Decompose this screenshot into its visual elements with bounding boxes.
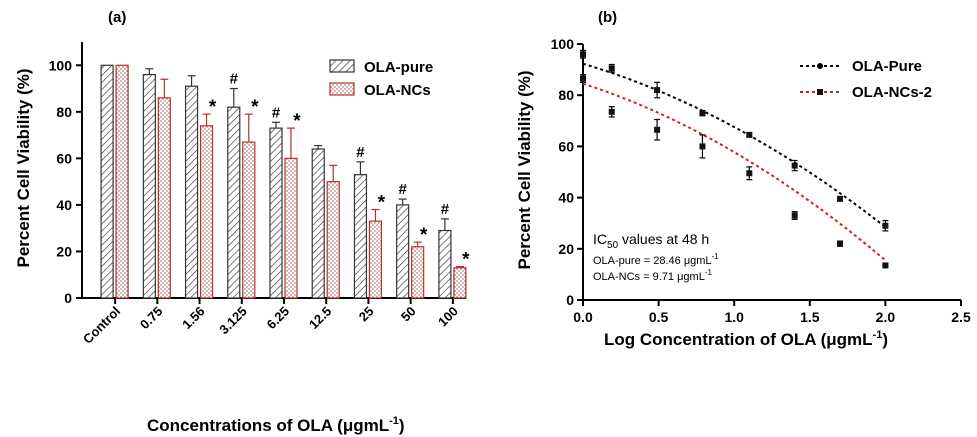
panel-a-label: (a) xyxy=(108,9,126,26)
data-point xyxy=(699,110,706,117)
significance-marker: * xyxy=(209,97,217,118)
significance-marker: # xyxy=(441,201,450,218)
y-tick-label-b: 20 xyxy=(558,241,574,257)
bar xyxy=(438,229,452,299)
significance-marker: # xyxy=(230,71,239,88)
data-point xyxy=(746,131,753,138)
data-point xyxy=(580,51,586,58)
legend-label: OLA-NCs xyxy=(364,82,431,99)
x-tick-label-a: 0.75 xyxy=(137,304,166,333)
data-point xyxy=(837,240,844,247)
data-point xyxy=(746,170,753,177)
ic50-annotation: IC50 values at 48 h OLA-pure = 28.46 μgm… xyxy=(593,231,719,283)
x-tick-label-a: 3.125 xyxy=(216,304,250,338)
data-point xyxy=(882,262,889,269)
panel-a-ylabel: Percent Cell Viability (%) xyxy=(14,68,33,267)
x-tick-label-a: 1.56 xyxy=(179,304,208,333)
data-point xyxy=(654,87,661,94)
bar xyxy=(284,157,298,299)
y-tick-label-b: 40 xyxy=(558,190,574,206)
significance-marker: # xyxy=(272,104,281,121)
data-point xyxy=(837,195,844,202)
y-tick-label-a: 0 xyxy=(64,290,72,306)
significance-marker: * xyxy=(378,193,386,214)
data-point xyxy=(608,65,615,72)
data-point xyxy=(580,75,586,82)
x-tick-label-a: 12.5 xyxy=(306,304,335,333)
bar xyxy=(115,64,129,299)
bar xyxy=(142,73,156,299)
y-tick-label-b: 80 xyxy=(558,87,574,103)
bar xyxy=(199,125,214,299)
legend-marker xyxy=(817,89,823,95)
ic50-ncs-line: OLA-NCs = 9.71 μgmL-1 xyxy=(593,268,712,283)
y-tick-label-b: 60 xyxy=(558,138,574,154)
ic50-pure-line: OLA-pure = 28.46 μgmL-1 xyxy=(593,252,719,267)
significance-marker: * xyxy=(420,225,428,246)
significance-marker: * xyxy=(462,250,470,271)
bar xyxy=(100,64,114,299)
bar xyxy=(311,148,325,299)
bar xyxy=(157,97,171,299)
significance-marker: # xyxy=(398,181,407,198)
y-tick-label-a: 60 xyxy=(56,150,72,166)
data-point xyxy=(654,126,661,133)
y-tick-label-a: 40 xyxy=(56,197,72,213)
x-tick-label-a: 50 xyxy=(398,304,419,325)
x-tick-label-a: Control xyxy=(80,304,123,347)
fit-curve xyxy=(582,62,887,228)
x-tick-label-b: 2.0 xyxy=(876,309,896,325)
legend-marker xyxy=(817,63,823,69)
data-point xyxy=(791,212,798,219)
bar xyxy=(242,141,256,299)
x-tick-label-a: 100 xyxy=(435,304,461,330)
line-chart-b: 0 20 40 60 80 100 0.0 0.5 1.0 1.5 2.0 2.5 OLA-Pure OL… xyxy=(551,36,971,325)
y-tick-label-a: 20 xyxy=(56,243,72,259)
bar xyxy=(368,220,383,299)
significance-marker: # xyxy=(356,144,365,161)
x-tick-label-a: 6.25 xyxy=(264,304,293,333)
x-tick-label-b: 0.5 xyxy=(649,309,669,325)
bar xyxy=(269,127,283,299)
legend-swatch xyxy=(329,82,355,96)
y-tick-label-a: 80 xyxy=(56,104,72,120)
x-tick-label-a: 25 xyxy=(356,304,377,325)
data-point xyxy=(699,143,706,150)
y-tick-label-a: 100 xyxy=(49,57,73,73)
legend-label: OLA-pure xyxy=(364,59,433,76)
y-tick-label-b: 0 xyxy=(566,292,574,308)
significance-marker: * xyxy=(251,97,259,118)
bar xyxy=(453,267,467,299)
legend-label: OLA-Pure xyxy=(852,58,922,75)
x-tick-label-b: 0.0 xyxy=(573,309,593,325)
data-point xyxy=(608,108,615,115)
bar xyxy=(411,246,425,299)
panel-b-xlabel: Log Concentration of OLA (μgmL-1) xyxy=(604,329,888,349)
legend-swatch xyxy=(329,59,355,73)
panel-a-xlabel: Concentrations of OLA (μgmL-1) xyxy=(147,415,405,435)
data-point xyxy=(791,162,798,169)
bar-chart-a: 0 20 40 60 80 100 Control 0.75 1.56 * 3.125 # * 6.25 #… xyxy=(49,42,470,347)
x-tick-label-b: 1.5 xyxy=(800,309,820,325)
data-point xyxy=(882,222,889,229)
x-tick-label-b: 1.0 xyxy=(724,309,744,325)
panel-b-label: (b) xyxy=(598,9,617,26)
x-tick-label-b: 2.5 xyxy=(951,309,971,325)
y-tick-label-b: 100 xyxy=(551,36,575,52)
panel-b-ylabel: Percent Cell Viability (%) xyxy=(515,70,534,269)
bar xyxy=(326,181,340,299)
significance-marker: * xyxy=(293,111,301,132)
bar xyxy=(396,204,410,299)
bar xyxy=(353,174,368,299)
bar xyxy=(227,106,241,299)
legend-label: OLA-NCs-2 xyxy=(852,84,932,101)
ic50-title: IC50 values at 48 h xyxy=(593,231,709,251)
bar xyxy=(184,85,199,299)
